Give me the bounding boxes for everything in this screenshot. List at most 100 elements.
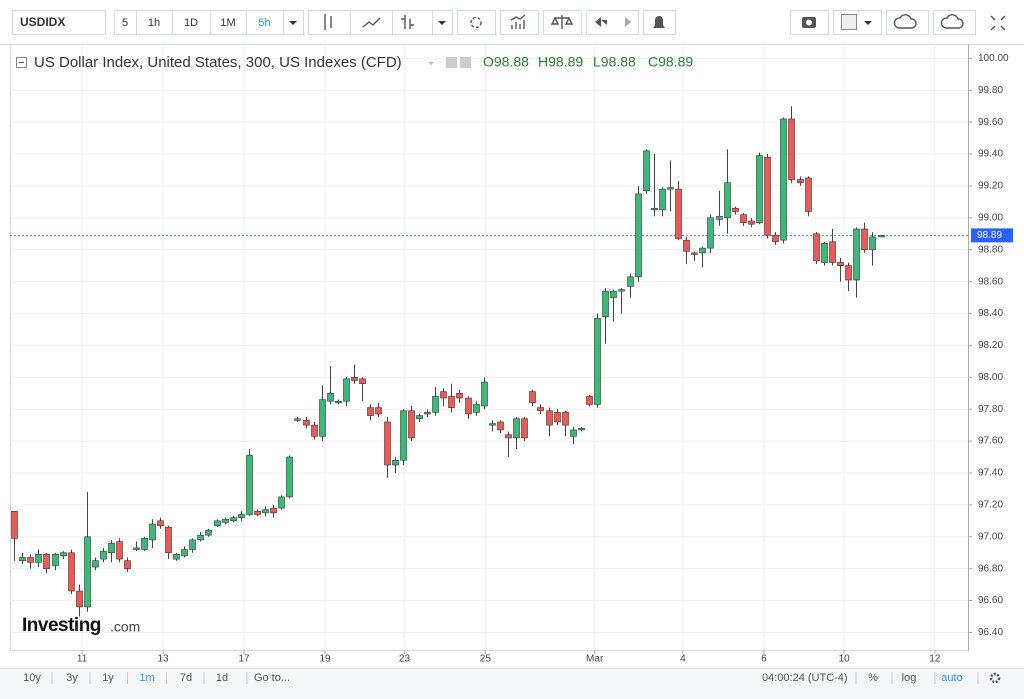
candle-body — [861, 228, 868, 251]
legend-eye[interactable] — [446, 57, 457, 68]
candle-body — [165, 526, 172, 554]
y-tick-label: 99.00 — [978, 212, 1003, 223]
y-tick-label: 97.40 — [978, 468, 1003, 479]
indicators-button[interactable] — [500, 10, 539, 35]
cloud-down-icon — [893, 14, 917, 29]
candle-body — [181, 549, 188, 557]
candle-body — [311, 424, 318, 437]
candle-body — [149, 523, 156, 541]
range-button[interactable]: 7d — [180, 672, 192, 684]
candle-body — [238, 514, 245, 518]
settings-button[interactable] — [457, 10, 496, 35]
candle-body — [732, 207, 739, 212]
candle-body — [878, 235, 885, 238]
candle-body — [343, 378, 350, 402]
y-tick-label: 97.20 — [978, 500, 1003, 511]
option-button[interactable]: auto — [941, 672, 962, 684]
ohlc-value: H98.89 — [538, 54, 583, 70]
candle-body — [84, 536, 91, 608]
interval-label: 1M — [220, 17, 235, 29]
range-button[interactable]: 1y — [102, 672, 114, 684]
candle-body — [764, 156, 771, 236]
candle-body — [214, 520, 221, 526]
x-tick-label: 17 — [238, 654, 250, 665]
candle-body — [465, 397, 472, 415]
candle-body — [707, 217, 714, 249]
undo-redo[interactable] — [586, 10, 639, 35]
candle-body — [157, 520, 164, 526]
candle-body — [11, 510, 18, 539]
bars-button[interactable] — [392, 10, 433, 35]
x-tick-label: 12 — [929, 654, 941, 665]
candle-body — [294, 418, 301, 421]
range-button[interactable]: 1d — [216, 672, 228, 684]
fullscreen-icon[interactable] — [990, 15, 1006, 31]
candle-body — [262, 509, 269, 514]
candle-body — [756, 155, 763, 223]
line-button[interactable] — [350, 10, 393, 35]
candle-body — [416, 415, 423, 420]
candles-button[interactable] — [308, 10, 351, 35]
camera-lens — [806, 19, 812, 26]
candle-body — [400, 410, 407, 461]
last-price-label: 98.89 — [977, 230, 1002, 241]
candle-body — [108, 542, 115, 554]
candle-body — [448, 396, 455, 408]
interval-button[interactable] — [136, 10, 173, 35]
legend-settings[interactable] — [460, 57, 471, 68]
candle-body — [618, 289, 625, 292]
candle-body — [513, 418, 520, 439]
y-tick-label: 99.40 — [978, 149, 1003, 160]
option-button[interactable]: % — [868, 672, 878, 684]
layout-button[interactable] — [833, 10, 882, 35]
cloud-up-icon — [940, 14, 964, 29]
candle-body — [562, 412, 569, 426]
x-tick-label: 11 — [77, 654, 88, 665]
interval-button[interactable] — [210, 10, 247, 35]
candle-body — [554, 412, 561, 423]
candle-body — [92, 560, 99, 568]
candle-body — [27, 557, 34, 563]
legend-dropdown[interactable] — [428, 62, 434, 65]
load-button[interactable] — [886, 10, 929, 35]
candle-body — [133, 547, 140, 550]
candle-body — [869, 236, 876, 251]
range-button[interactable]: 10y — [23, 672, 41, 684]
candle-body — [821, 243, 828, 263]
candle-body — [829, 241, 836, 263]
candle-body — [60, 552, 67, 557]
save-button[interactable] — [933, 10, 976, 35]
range-button[interactable]: 3y — [66, 672, 78, 684]
candle-body — [456, 392, 463, 399]
dropdown-arrow — [438, 21, 446, 25]
range-button[interactable]: 1m — [139, 672, 154, 684]
y-tick-label: 98.40 — [978, 308, 1003, 319]
candle-body — [853, 228, 860, 281]
footer-settings[interactable] — [989, 672, 1001, 684]
candle-body — [537, 407, 544, 412]
x-tick-label: 23 — [399, 654, 411, 665]
candle-body — [375, 407, 382, 415]
alert-button[interactable] — [643, 10, 676, 35]
interval-button[interactable] — [172, 10, 211, 35]
candle-body — [384, 421, 391, 466]
candle-body — [813, 233, 820, 262]
y-tick-label: 96.40 — [978, 627, 1003, 638]
x-tick-label: Mar — [586, 654, 604, 665]
option-button[interactable]: log — [902, 672, 917, 684]
candle-body — [699, 247, 706, 254]
range-button[interactable]: Go to... — [254, 672, 290, 684]
candle-body — [724, 182, 731, 219]
chart-legend-title: US Dollar Index, United States, 300, US … — [34, 54, 402, 71]
candle-body — [424, 412, 431, 415]
candle-body — [659, 188, 666, 211]
candle-body — [367, 407, 374, 416]
candle-body — [780, 118, 787, 241]
candle-body — [205, 530, 212, 536]
candle-body — [319, 399, 326, 437]
interval-button[interactable] — [246, 10, 284, 35]
symbol-box[interactable] — [12, 10, 106, 35]
candle-body — [667, 187, 674, 190]
x-tick-label: 10 — [839, 654, 851, 665]
